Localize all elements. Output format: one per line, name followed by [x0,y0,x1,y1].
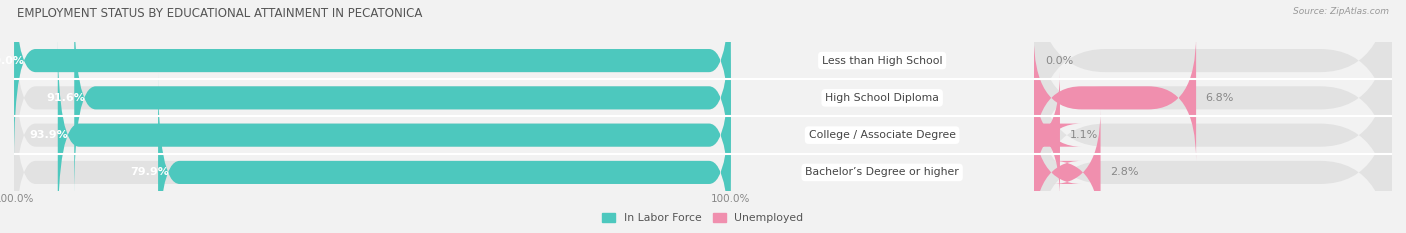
Text: EMPLOYMENT STATUS BY EDUCATIONAL ATTAINMENT IN PECATONICA: EMPLOYMENT STATUS BY EDUCATIONAL ATTAINM… [17,7,422,20]
Text: Source: ZipAtlas.com: Source: ZipAtlas.com [1294,7,1389,16]
FancyBboxPatch shape [157,72,731,233]
FancyBboxPatch shape [14,72,731,233]
Text: 2.8%: 2.8% [1111,168,1139,177]
Text: 0.0%: 0.0% [1046,56,1074,65]
FancyBboxPatch shape [1033,110,1101,233]
Legend: In Labor Force, Unemployed: In Labor Force, Unemployed [598,209,808,228]
FancyBboxPatch shape [1033,35,1197,161]
Text: 93.9%: 93.9% [30,130,69,140]
Text: 1.1%: 1.1% [1070,130,1098,140]
Text: 100.0%: 100.0% [0,56,25,65]
Text: 91.6%: 91.6% [46,93,84,103]
FancyBboxPatch shape [1033,72,1392,233]
FancyBboxPatch shape [58,35,731,233]
Text: College / Associate Degree: College / Associate Degree [808,130,956,140]
Text: 6.8%: 6.8% [1206,93,1234,103]
FancyBboxPatch shape [75,0,731,198]
FancyBboxPatch shape [14,35,731,233]
Text: Less than High School: Less than High School [823,56,942,65]
FancyBboxPatch shape [1012,72,1081,198]
Text: 79.9%: 79.9% [129,168,169,177]
Text: Bachelor’s Degree or higher: Bachelor’s Degree or higher [806,168,959,177]
FancyBboxPatch shape [14,0,731,198]
FancyBboxPatch shape [1033,0,1392,198]
FancyBboxPatch shape [1033,0,1392,161]
FancyBboxPatch shape [1033,35,1392,233]
FancyBboxPatch shape [14,0,731,161]
FancyBboxPatch shape [14,0,731,161]
Text: High School Diploma: High School Diploma [825,93,939,103]
